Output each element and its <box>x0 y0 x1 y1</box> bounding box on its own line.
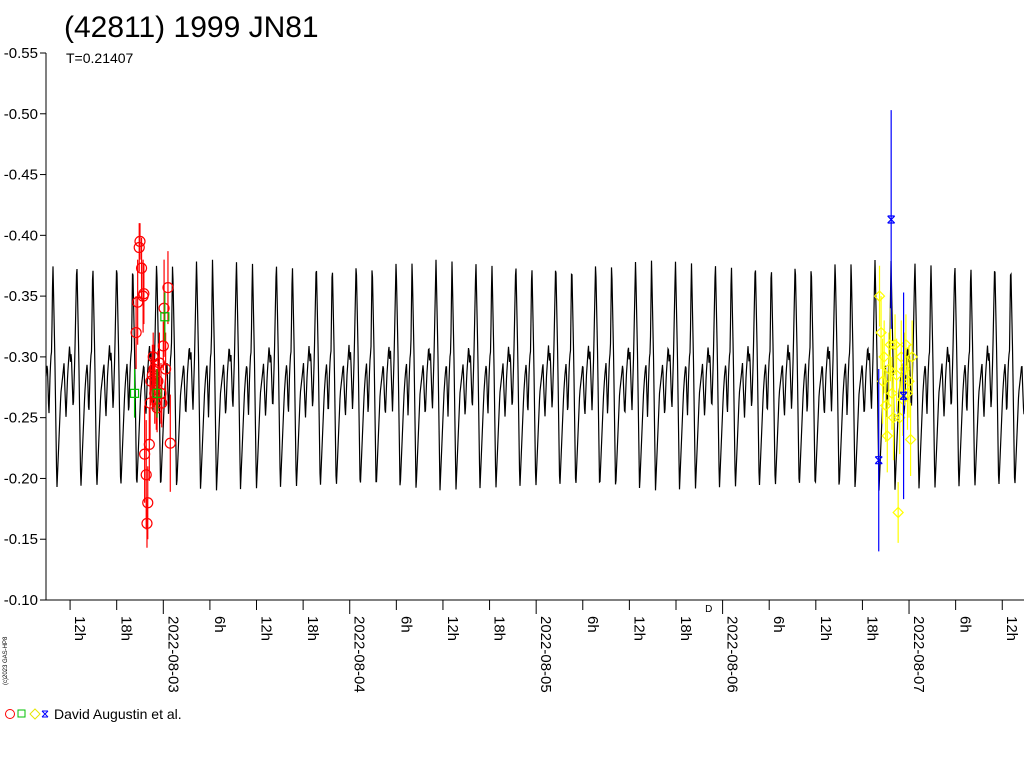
data-point <box>900 338 912 351</box>
data-point <box>886 387 898 400</box>
data-point <box>130 326 142 339</box>
y-tick-label: -0.10 <box>4 592 38 609</box>
data-point <box>157 340 169 352</box>
data-point <box>906 351 918 363</box>
x-tick-label: 18h <box>863 616 880 641</box>
y-tick-label: -0.45 <box>4 167 38 184</box>
data-point <box>892 506 905 519</box>
data-point <box>887 215 896 224</box>
legend: David Augustin et al. <box>4 704 182 724</box>
chart-axes: -0.55 -0.50 -0.45 -0.40 -0.35 -0.30 -0.25 -0.20… <box>4 45 1024 693</box>
x-tick-label: 6h <box>957 616 974 633</box>
data-point <box>135 262 148 274</box>
legend-label: David Augustin et al. <box>54 706 182 722</box>
data-point <box>129 388 140 398</box>
data-point <box>899 391 908 400</box>
x-tick-label: 12h <box>444 616 461 641</box>
y-tick-label: -0.20 <box>4 470 38 487</box>
x-tick-label: 2022-08-03 <box>164 616 181 693</box>
data-point <box>152 375 164 387</box>
y-tick-label: -0.30 <box>4 349 38 366</box>
data-point <box>160 312 170 322</box>
x-tick-label: 2022-08-04 <box>351 616 368 693</box>
period-label: T=0.21407 <box>66 50 134 66</box>
data-point <box>138 288 150 300</box>
data-point <box>140 469 152 481</box>
x-tick-label: 18h <box>491 616 508 641</box>
series-diamond <box>873 265 918 543</box>
x-tick-label: 6h <box>397 616 414 633</box>
x-tick-label: 6h <box>584 616 601 633</box>
data-point <box>904 433 917 446</box>
y-tick-label: -0.25 <box>4 410 38 427</box>
data-point <box>141 517 153 530</box>
series-circle <box>130 223 176 548</box>
x-tick-label: 18h <box>118 616 135 641</box>
data-point <box>164 437 176 449</box>
y-tick-label: -0.40 <box>4 227 38 244</box>
legend-diamond-icon <box>29 708 41 720</box>
data-point <box>134 235 146 248</box>
credit-watermark: (c)2023 GAS-HP8 <box>3 636 9 685</box>
data-point <box>890 369 903 381</box>
data-point <box>153 357 166 369</box>
x-tick-label: 12h <box>1003 616 1020 641</box>
x-tick-label: 6h <box>770 616 787 633</box>
x-tick-label: 12h <box>71 616 88 641</box>
legend-square-icon <box>17 709 26 718</box>
x-tick-label: 18h <box>304 616 321 641</box>
y-tick-label: -0.35 <box>4 288 38 305</box>
legend-circle-icon <box>5 709 15 719</box>
data-point <box>878 351 891 363</box>
series-star <box>874 110 908 552</box>
data-point <box>873 290 886 302</box>
data-point <box>143 438 155 451</box>
y-tick-label: -0.55 <box>4 45 38 62</box>
data-point <box>142 497 154 509</box>
y-tick-label: -0.50 <box>4 106 38 123</box>
data-point <box>889 338 901 351</box>
data-point <box>162 282 174 294</box>
data-point <box>874 456 883 465</box>
y-tick-label: -0.15 <box>4 531 38 548</box>
chart-title: (42811) 1999 JN81 <box>64 11 319 44</box>
data-point <box>152 388 162 398</box>
x-tick-label: 18h <box>677 616 694 641</box>
series-square <box>129 292 170 418</box>
x-tick-label: 2022-08-05 <box>537 616 554 693</box>
x-tick-label: 2022-08-06 <box>724 616 741 693</box>
axis-marker: D <box>705 604 712 615</box>
legend-symbols <box>5 708 49 720</box>
credit-text: (c)2023 GAS-HP8 <box>3 636 9 685</box>
model-curve <box>45 259 1024 491</box>
x-tick-label: 6h <box>211 616 228 633</box>
data-point <box>160 363 172 375</box>
x-tick-label: 2022-08-07 <box>910 616 927 693</box>
data-point <box>884 338 897 351</box>
model-curve-layer <box>45 259 1024 491</box>
legend-star-icon <box>41 710 49 718</box>
lightcurve-chart: -0.55 -0.50 -0.45 -0.40 -0.35 -0.30 -0.25 -0.20… <box>4 45 1024 693</box>
observations-layer <box>129 110 918 552</box>
x-tick-label: 12h <box>258 616 275 641</box>
data-point <box>881 430 894 442</box>
x-tick-label: 12h <box>817 616 834 641</box>
data-point <box>133 241 145 254</box>
x-tick-label: 12h <box>630 616 647 641</box>
